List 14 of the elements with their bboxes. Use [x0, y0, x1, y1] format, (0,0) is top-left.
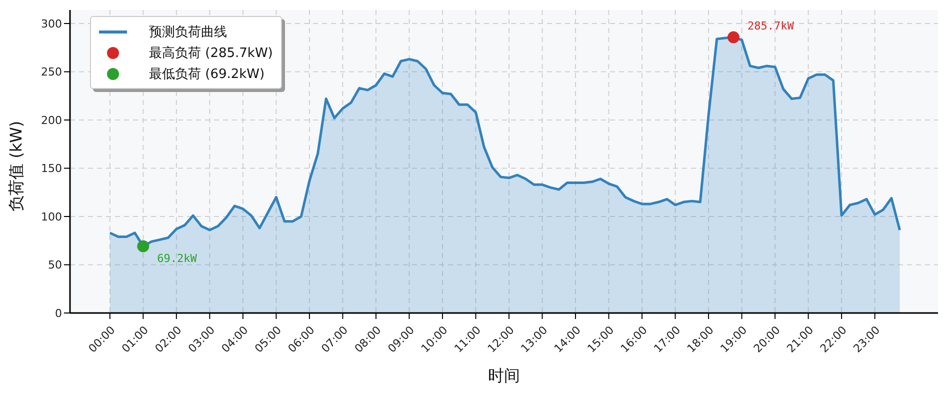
annotation: 69.2kW	[157, 252, 198, 266]
y-tick-label: 200	[41, 114, 62, 127]
y-axis-title: 负荷值 (kW)	[6, 120, 26, 212]
y-tick-label: 0	[55, 306, 62, 320]
legend-label: 最高负荷 (285.7kW)	[149, 44, 273, 62]
y-tick-label: 100	[41, 210, 62, 224]
y-tick-label: 50	[48, 258, 62, 272]
legend-label: 预测负荷曲线	[149, 24, 227, 40]
x-axis-title: 时间	[488, 366, 520, 385]
annotation: 285.7kW	[747, 19, 794, 32]
y-tick-label: 150	[41, 162, 62, 176]
y-tick-label: 250	[41, 66, 62, 79]
legend-label: 最低负荷 (69.2kW)	[149, 66, 265, 82]
y-tick-label: 300	[41, 17, 62, 30]
